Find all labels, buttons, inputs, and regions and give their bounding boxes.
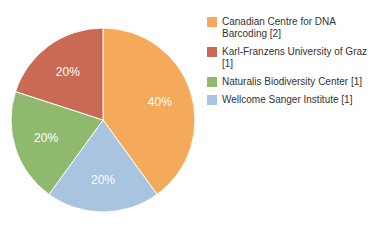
svg-text:40%: 40% (148, 95, 172, 109)
html-text:Karl-Franzens University of Gr: Karl-Franzens University of Graz [1] (222, 46, 367, 69)
svg-text:20%: 20% (56, 65, 80, 79)
svg-text:20%: 20% (34, 131, 58, 145)
html-text:Canadian Centre for DNA Barcod: Canadian Centre for DNA Barcoding [2] (222, 16, 336, 39)
svg-text:20%: 20% (91, 173, 115, 187)
html-text:Naturalis Biodiversity Center: Naturalis Biodiversity Center [1] (222, 76, 363, 87)
html-text:Wellcome Sanger Institute [1]: Wellcome Sanger Institute [1] (222, 94, 353, 105)
